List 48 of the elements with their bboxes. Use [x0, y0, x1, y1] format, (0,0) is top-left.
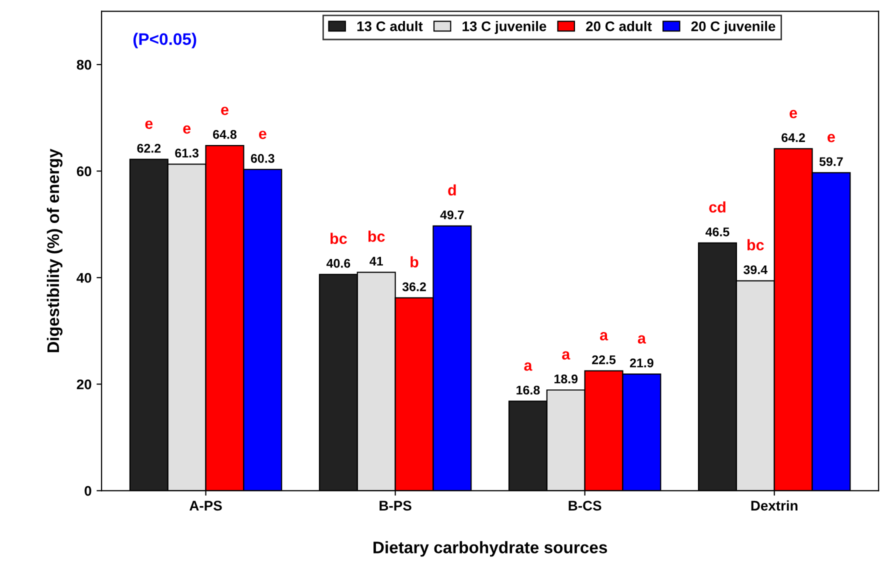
x-axis-title: Dietary carbohydrate sources [374, 541, 608, 557]
annotation: e [221, 106, 228, 116]
data-label: 60.3 [250, 154, 274, 163]
x-tick-label: B-PS [380, 500, 412, 511]
data-label: 41 [370, 256, 383, 266]
data-label: 49.7 [440, 210, 464, 220]
annotation: bc [747, 239, 764, 250]
y-tick-label: 0 [84, 486, 92, 496]
annotation: e [828, 134, 835, 142]
annotation: d [448, 184, 456, 196]
data-label: 40.6 [326, 258, 350, 268]
data-label: 39.4 [744, 265, 768, 274]
data-label: 62.2 [137, 144, 161, 153]
data-label: 18.9 [554, 374, 578, 384]
x-tick-label: Dextrin [751, 500, 798, 511]
annotation: e [183, 125, 191, 134]
annotation: a [524, 362, 532, 371]
data-label: 46.5 [706, 228, 730, 236]
annotation: a [638, 335, 646, 344]
annotation: b [410, 256, 418, 268]
annotation: bc [368, 230, 385, 242]
x-tick-label: A-PS [190, 500, 222, 511]
annotation: (P<0.05) [133, 32, 196, 48]
data-label: 61.3 [175, 148, 199, 158]
annotation: bc [330, 232, 347, 244]
y-tick-label: 80 [76, 60, 92, 70]
data-label: 16.8 [516, 386, 540, 395]
annotation: e [145, 120, 153, 129]
annotation: a [600, 332, 608, 340]
data-label: 22.5 [592, 355, 616, 364]
annotation: e [790, 110, 798, 118]
legend-label: 13 C juvenile [462, 21, 546, 34]
y-tick-label: 40 [76, 272, 92, 283]
data-label: 21.9 [630, 358, 654, 368]
data-label: 59.7 [819, 157, 843, 166]
y-axis-title: Digestibility (%) of energy [46, 148, 62, 352]
annotation: a [562, 351, 570, 360]
data-label: 64.8 [213, 130, 237, 139]
annotation: e [258, 130, 266, 140]
data-label: 36.2 [402, 282, 426, 292]
legend-label: 13 C adult [357, 21, 423, 32]
y-tick-label: 60 [76, 166, 92, 176]
legend-label: 20 C adult [586, 21, 652, 32]
x-tick-label: B-CS [568, 500, 602, 511]
y-tick-label: 20 [76, 379, 92, 390]
annotation: cd [709, 201, 726, 213]
legend-label: 20 C juvenile [691, 21, 776, 34]
data-label: 64.2 [782, 133, 805, 142]
